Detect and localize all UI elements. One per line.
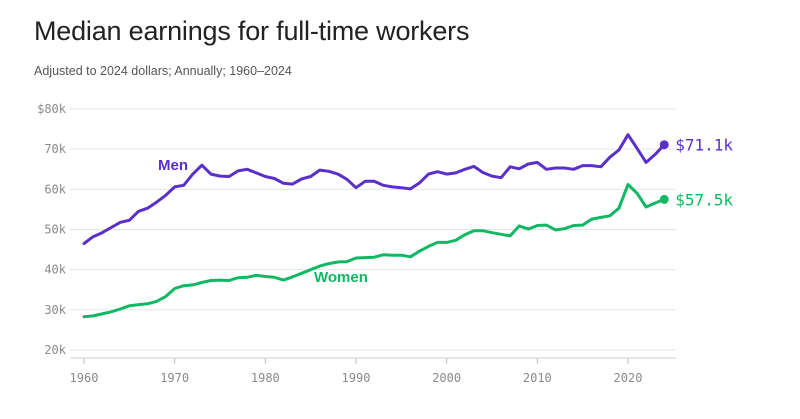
gridlines: 20k 30k 40k 50k 60k 70k $80k — [37, 102, 676, 357]
y-tick-label: 70k — [44, 142, 66, 156]
endpoint-marker-men — [659, 140, 669, 150]
chart-title: Median earnings for full-time workers — [34, 16, 470, 46]
x-tick-label: 2010 — [523, 371, 552, 385]
series-name-label-men: Men — [158, 157, 188, 174]
x-tick-label: 2000 — [432, 371, 461, 385]
y-tick-label: 30k — [44, 303, 66, 317]
y-tick-label: 50k — [44, 223, 66, 237]
y-tick-label: 20k — [44, 343, 66, 357]
end-value-label-women: $57.5k — [675, 190, 733, 209]
end-value-label-men: $71.1k — [675, 136, 733, 155]
x-axis: 1960 1970 1980 1990 2000 2010 2020 — [70, 357, 676, 385]
series-labels: $71.1k Men $57.5k Women — [158, 136, 733, 286]
series-line-men — [82, 133, 666, 246]
y-tick-label: $80k — [37, 102, 67, 116]
x-tick-label: 2020 — [614, 371, 643, 385]
x-tick-label: 1990 — [342, 371, 371, 385]
x-tick-label: 1960 — [70, 371, 99, 385]
y-tick-label: 40k — [44, 263, 66, 277]
endpoint-marker-women — [659, 194, 669, 204]
series-name-label-women: Women — [314, 269, 368, 286]
series-line-women — [82, 183, 666, 319]
x-tick-label: 1970 — [160, 371, 189, 385]
y-tick-label: 60k — [44, 182, 66, 196]
series-group — [82, 133, 669, 319]
chart-subtitle: Adjusted to 2024 dollars; Annually; 1960… — [34, 64, 292, 78]
x-tick-label: 1980 — [251, 371, 280, 385]
